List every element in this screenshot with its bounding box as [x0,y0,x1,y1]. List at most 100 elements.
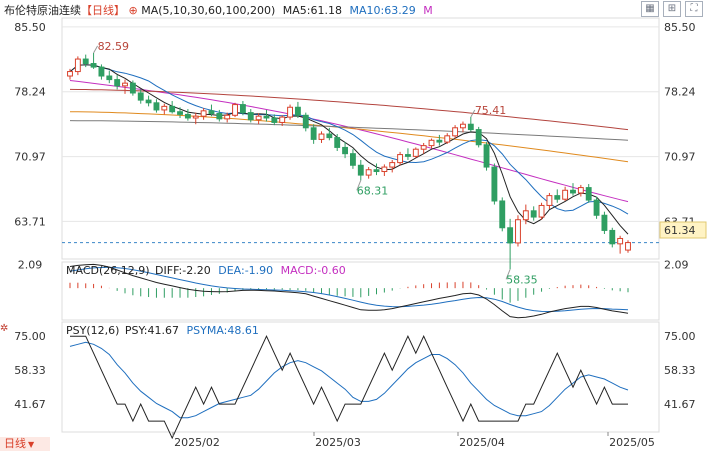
current-price-tag: 61.34 [664,224,696,237]
add-indicator-icon[interactable]: ⊕ [128,4,138,17]
ma-line-ma30 [69,80,629,203]
period-tag[interactable]: 【日线】 [81,4,125,17]
macd-diff-value: DIFF:-2.20 [155,264,211,277]
candle-body [302,114,309,129]
candle-body [184,113,191,119]
moving-average-lines [69,64,629,235]
candle-body [499,200,506,229]
macd-diff-line [69,263,629,319]
candle-body [169,105,176,113]
candle-body [373,169,380,173]
psy-tick-left: 41.67 [14,398,46,411]
macd-tick-left: 2.09 [18,258,43,271]
fullscreen-icon[interactable]: ⛶ [685,1,703,17]
grid-layout-icon[interactable]: ▦ [641,1,659,17]
candle-body [98,66,105,77]
candle-body [397,154,404,164]
candle-body [239,104,246,114]
toolbar-icons: ▦ ⊞ ⛶ [641,1,703,17]
candle-body [530,210,537,218]
candle-body [326,133,333,139]
x-tick-label: 2025/05 [609,436,655,449]
price-tick-right: 70.97 [664,151,696,164]
candle-body [161,105,168,111]
period-tab[interactable]: 日线 ▼ [0,437,50,451]
candle-body [412,148,419,157]
candle-body [67,71,73,77]
candle-body [145,99,152,104]
period-tab-label: 日线 [4,437,26,450]
candle-body [554,195,561,200]
candle-body [208,110,215,115]
price-tick-left: 63.71 [14,215,46,228]
candle-body [200,110,207,117]
psy-value: PSY:41.67 [124,324,179,337]
ma5-value: MA5:61.18 [282,4,342,17]
candle-body [452,127,459,137]
annotation-leader [505,269,511,280]
psy-title: PSY(12,6) [66,324,120,337]
ma-label: MA(5,10,30,60,100,200) [141,4,276,17]
candle-body [609,229,616,245]
candle-body [515,219,521,244]
candle-body [349,153,356,166]
candle-body [271,117,278,123]
macd-series: 2.09 2.09 [18,258,689,319]
candle-body [192,115,199,119]
candle-body [593,199,600,216]
time-axis: 2025/02 2025/03 2025/04 2025/05 [172,432,655,449]
annotation-leader [93,45,99,54]
candle-body [436,139,443,143]
settings-icon[interactable]: ✲ [0,323,8,334]
ma-line-ma10 [69,64,629,215]
candle-body [357,164,364,176]
candle-body [216,113,223,120]
psyma-line [69,341,629,419]
ma-line-ma200 [69,88,629,131]
annotation-label-low: 68.31 [357,184,389,197]
candle-body [475,129,482,146]
candle-body [232,104,238,116]
candle-body [460,123,466,129]
candle-body [420,145,427,150]
candle-body [310,127,317,140]
macd-tick-right: 2.09 [664,258,689,271]
candle-body [82,58,89,65]
candle-body [585,187,592,201]
candle-body [507,227,514,244]
candle-body [342,146,349,155]
candle-body [538,204,545,218]
split-layout-icon[interactable]: ⊞ [663,1,681,17]
ma-line-ma60 [69,111,629,163]
candle-body [562,189,569,200]
candle-body [570,189,576,194]
chevron-down-icon: ▼ [28,440,35,449]
ma10-value: MA10:63.29 [349,4,416,17]
candle-body [90,63,97,68]
psy-tick-right: 75.00 [664,330,696,343]
chart-header: 布伦特原油连续【日线】 ⊕ MA(5,10,30,60,100,200) MA5… [4,2,433,18]
price-tick-left: 85.50 [14,21,46,34]
macd-title: MACD(26,12,9) [66,264,150,277]
psy-series: 75.00 75.00 58.33 58.33 41.67 41.67 [14,330,696,440]
x-tick-label: 2025/03 [315,436,361,449]
x-tick-label: 2025/02 [174,436,220,449]
current-price-tag-bg [659,221,707,239]
candle-body [491,166,498,202]
candle-body [255,115,262,121]
candle-body [389,162,396,168]
candle-body [177,111,183,115]
psy-header: PSY(12,6) PSY:41.67 PSYMA:48.61 [66,324,259,337]
psy-tick-right: 41.67 [664,398,696,411]
price-panel-frame [61,17,660,260]
candle-body [129,82,136,94]
candle-body [405,154,411,157]
macd-header: MACD(26,12,9) DIFF:-2.20 DEA:-1.90 MACD:… [66,264,346,277]
annotation-leader [470,109,476,118]
instrument-name: 布伦特原油连续 [4,4,81,17]
more-ma-value: M [423,4,433,17]
ma-line-ma100 [69,120,629,141]
macd-dea-line [69,266,629,313]
candle-body [74,58,81,73]
price-tick-left: 70.97 [14,151,46,164]
